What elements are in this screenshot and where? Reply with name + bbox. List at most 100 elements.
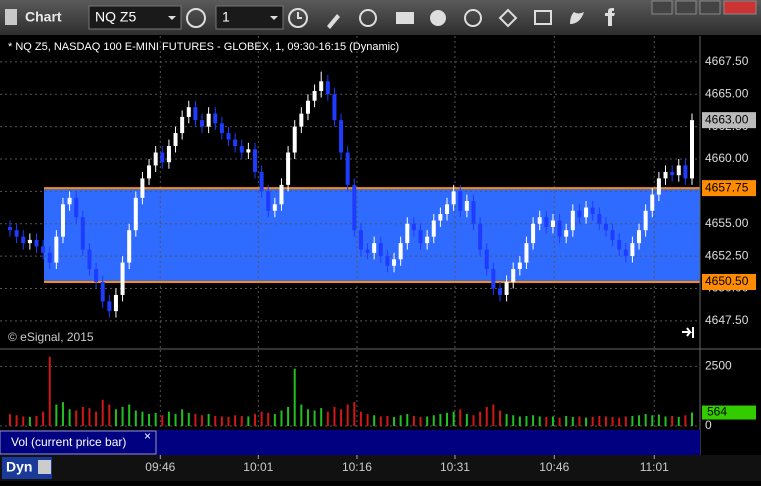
- settings-icon[interactable]: [186, 8, 206, 28]
- volume-bar: [214, 415, 217, 426]
- candle-body: [577, 210, 582, 218]
- candle-body: [398, 243, 403, 260]
- volume-bar: [664, 416, 667, 426]
- candle-body: [147, 165, 152, 179]
- twitter-icon[interactable]: [570, 12, 584, 24]
- x-tick-label: 11:01: [640, 460, 669, 474]
- window-button[interactable]: [651, 0, 673, 15]
- candle-body: [458, 191, 463, 211]
- get-icon[interactable]: [396, 12, 414, 24]
- candle-body: [193, 107, 198, 121]
- volume-bar: [505, 414, 508, 426]
- alert-icon[interactable]: [464, 9, 482, 27]
- candle-body: [557, 220, 562, 237]
- volume-bar: [207, 414, 210, 426]
- volume-bar: [512, 415, 515, 426]
- candle-body: [531, 223, 536, 244]
- dropdown-arrow[interactable]: [168, 16, 176, 20]
- candle-body: [47, 252, 52, 263]
- candle-body: [550, 220, 555, 227]
- candle-body: [87, 249, 92, 270]
- candle-body: [544, 217, 549, 227]
- draw-icon[interactable]: [327, 14, 340, 29]
- candle-body: [365, 249, 370, 253]
- window-button[interactable]: [699, 0, 721, 15]
- link-icon[interactable]: [498, 8, 518, 28]
- volume-bar: [346, 404, 349, 426]
- candle-body: [8, 226, 12, 231]
- x-tick-label: 09:46: [145, 460, 175, 474]
- candle-body: [140, 178, 145, 198]
- volume-bar: [108, 404, 111, 426]
- level-label: 4657.75: [705, 180, 749, 194]
- dropdown-arrow[interactable]: [270, 16, 278, 20]
- volume-bar: [598, 415, 601, 426]
- candle-body: [603, 223, 608, 231]
- volume-bar: [247, 416, 250, 426]
- candle-body: [206, 113, 211, 127]
- volume-bar: [611, 416, 614, 426]
- volume-bar: [618, 417, 621, 426]
- play-icon[interactable]: [430, 10, 446, 26]
- volume-bar: [393, 416, 396, 426]
- candle-body: [107, 301, 112, 312]
- candle-body: [173, 133, 178, 147]
- candle-body: [325, 81, 330, 95]
- close-button[interactable]: [723, 0, 757, 15]
- volume-bar: [121, 406, 124, 426]
- candle-body: [352, 184, 357, 231]
- volume-bar: [148, 414, 151, 426]
- volume-bar: [61, 402, 64, 426]
- last-price-tag: [702, 112, 756, 129]
- volume-bar: [366, 414, 369, 426]
- volume-bar: [313, 410, 316, 426]
- study-close[interactable]: ×: [144, 429, 151, 443]
- y-tick-label: 4652.50: [705, 248, 749, 262]
- candle-body: [411, 223, 416, 231]
- candle-body: [120, 262, 125, 295]
- volume-panel: [0, 350, 700, 430]
- volume-bar: [220, 416, 223, 426]
- refresh-icon[interactable]: [359, 9, 377, 27]
- candle-body: [180, 116, 185, 134]
- mode[interactable]: Dyn: [6, 459, 32, 475]
- volume-bar: [81, 406, 84, 426]
- y-tick-label: 4667.50: [705, 54, 749, 68]
- candle-body: [60, 204, 65, 237]
- window-button[interactable]: [675, 0, 697, 15]
- candle-body: [451, 191, 456, 205]
- scroll-end-icon[interactable]: [682, 327, 694, 338]
- candle-body: [34, 239, 39, 247]
- lock-icon[interactable]: [38, 460, 51, 474]
- candle-body: [27, 239, 32, 244]
- volume-bar: [459, 409, 462, 426]
- volume-bar: [333, 406, 336, 426]
- chat-icon[interactable]: [534, 10, 552, 25]
- interval-box[interactable]: [215, 5, 284, 30]
- candle-body: [127, 230, 132, 263]
- candle-body: [272, 204, 277, 211]
- volume-bar: [9, 414, 11, 426]
- volume-bar: [644, 414, 647, 426]
- candle-body: [153, 152, 158, 166]
- facebook-icon[interactable]: [605, 8, 615, 26]
- candle-body: [405, 223, 410, 244]
- candle-body: [54, 236, 59, 263]
- candle-body: [200, 120, 205, 127]
- candle-body: [524, 243, 529, 263]
- symbol[interactable]: NQ Z5: [95, 9, 136, 25]
- volume-bar: [479, 411, 482, 426]
- time-icon[interactable]: [288, 8, 308, 28]
- interval[interactable]: 1: [222, 9, 230, 25]
- volume-bar: [42, 411, 45, 426]
- level-tag: [702, 180, 756, 197]
- candle-body: [67, 197, 72, 205]
- candle-body: [233, 139, 238, 147]
- symbol-box[interactable]: [88, 5, 182, 30]
- candle-body: [226, 133, 231, 140]
- study-label: Vol (current price bar): [11, 435, 126, 449]
- volume-bar: [101, 399, 104, 426]
- volume-bar: [300, 404, 303, 426]
- candle-body: [484, 249, 489, 270]
